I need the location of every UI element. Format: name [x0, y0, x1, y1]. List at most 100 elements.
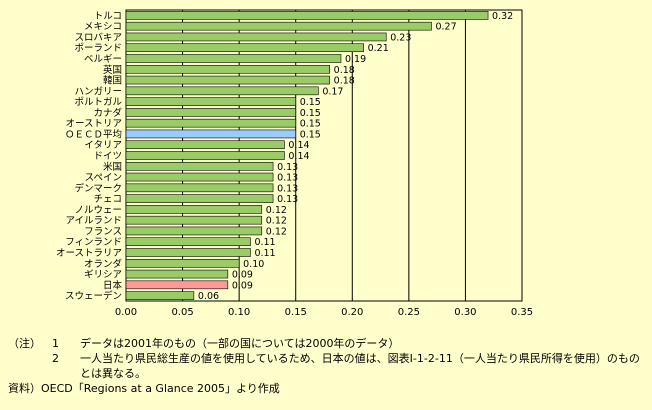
category-label: ノルウェー — [74, 205, 122, 216]
bar — [125, 248, 251, 257]
value-label: 0.15 — [300, 108, 321, 119]
bar — [125, 43, 364, 53]
x-tick-label: 0.00 — [115, 307, 137, 318]
x-tick-label: 0.10 — [228, 307, 250, 318]
value-label: 0.06 — [198, 291, 219, 302]
bar — [125, 108, 297, 117]
value-label: 0.12 — [266, 216, 287, 227]
note-2-number: 2 — [52, 352, 59, 365]
bar — [125, 161, 274, 171]
bar — [125, 183, 274, 193]
value-label: 0.14 — [288, 140, 309, 151]
source-text: OECD「Regions at a Glance 2005」より作成 — [41, 382, 280, 395]
value-label: 0.11 — [254, 248, 275, 259]
value-label: 0.09 — [232, 280, 253, 291]
value-label: 0.13 — [277, 173, 298, 184]
value-label: 0.13 — [277, 183, 298, 194]
value-label: 0.09 — [232, 270, 253, 281]
category-label: オランダ — [84, 258, 123, 270]
value-label: 0.13 — [277, 162, 298, 173]
category-label: 日本 — [103, 279, 123, 291]
bar — [125, 75, 330, 85]
bar — [125, 54, 342, 63]
value-label: 0.12 — [266, 205, 287, 216]
value-label: 0.15 — [300, 97, 321, 108]
category-label: デンマーク — [74, 182, 122, 194]
bar — [125, 291, 195, 300]
note-1: （注） 1 データは2001年のもの（一部の国については2000年のデータ） — [8, 336, 648, 351]
category-label: フランス — [84, 226, 122, 237]
notes-label: （注） — [8, 337, 41, 350]
x-tick-label: 0.15 — [285, 307, 307, 318]
note-2: 2 一人当たり県民総生産の値を使用しているため、日本の値は、図表Ⅰ-1-2-11… — [8, 351, 648, 381]
category-label: ポーランド — [74, 43, 122, 54]
bar — [125, 226, 263, 236]
category-label: ベルギー — [84, 54, 122, 65]
x-tick-label: 0.35 — [511, 307, 533, 318]
value-label: 0.18 — [334, 65, 355, 76]
category-label: オーストラリア — [56, 248, 122, 259]
bar — [125, 118, 297, 128]
category-label: ハンガリー — [74, 86, 122, 97]
value-label: 0.18 — [334, 76, 355, 87]
category-label: カナダ — [93, 107, 122, 119]
category-label: チェコ — [93, 194, 122, 205]
category-label: スロバキア — [74, 32, 122, 43]
value-label: 0.19 — [345, 54, 366, 65]
bar — [125, 172, 274, 182]
category-label: イタリア — [84, 140, 122, 151]
category-label: オーストリア — [65, 119, 122, 130]
category-label: スウェーデン — [65, 290, 122, 302]
x-tick-label: 0.30 — [454, 307, 476, 318]
value-label: 0.15 — [300, 129, 321, 140]
value-label: 0.12 — [266, 226, 287, 237]
category-label: ドイツ — [93, 151, 122, 162]
note-2-text: 一人当たり県民総生産の値を使用しているため、日本の値は、図表Ⅰ-1-2-11（一… — [80, 352, 640, 380]
bar — [125, 140, 285, 150]
bar — [125, 269, 229, 279]
bar — [125, 215, 263, 225]
bar — [125, 21, 432, 31]
bar — [125, 280, 229, 290]
bar — [125, 205, 263, 214]
footnotes: （注） 1 データは2001年のもの（一部の国については2000年のデータ） 2… — [8, 336, 648, 396]
bar — [125, 64, 330, 74]
bar — [125, 151, 285, 160]
category-label: アイルランド — [65, 216, 122, 227]
category-label: ギリシア — [84, 270, 122, 281]
value-label: 0.17 — [322, 86, 343, 97]
bar — [125, 194, 274, 203]
bar — [125, 97, 297, 106]
value-label: 0.13 — [277, 194, 298, 205]
value-label: 0.15 — [300, 119, 321, 130]
category-label: 英国 — [103, 64, 122, 76]
category-label: メキシコ — [84, 22, 122, 33]
category-label: トルコ — [94, 11, 122, 22]
value-label: 0.27 — [435, 22, 456, 33]
category-label: スペイン — [85, 173, 122, 184]
bar — [125, 129, 297, 139]
bar-chart: 0.00 0.05 0.10 0.15 0.20 0.25 0.30 0.35 トルコ 0.32 メ… — [56, 9, 533, 318]
value-label: 0.23 — [390, 32, 411, 43]
bar — [125, 11, 489, 20]
value-label: 0.11 — [254, 237, 275, 248]
value-label: 0.21 — [368, 43, 389, 54]
bar — [125, 86, 319, 96]
bar — [125, 258, 240, 268]
x-tick-label: 0.20 — [341, 307, 363, 318]
category-label: ポルトガル — [74, 97, 122, 108]
value-label: 0.14 — [288, 151, 309, 162]
value-label: 0.10 — [243, 259, 264, 270]
bar — [125, 237, 251, 247]
category-label: 韓国 — [103, 76, 122, 87]
category-label: ＯＥＣＤ平均 — [65, 128, 122, 140]
x-tick-label: 0.05 — [171, 307, 193, 318]
note-1-text: データは2001年のもの（一部の国については2000年のデータ） — [80, 337, 400, 350]
source-label: 資料） — [8, 382, 41, 395]
value-label: 0.32 — [492, 11, 513, 22]
x-tick-label: 0.25 — [398, 307, 420, 318]
category-label: 米国 — [103, 161, 122, 173]
bar — [125, 32, 387, 42]
category-label: フィンランド — [65, 237, 122, 248]
note-1-number: 1 — [52, 337, 59, 350]
